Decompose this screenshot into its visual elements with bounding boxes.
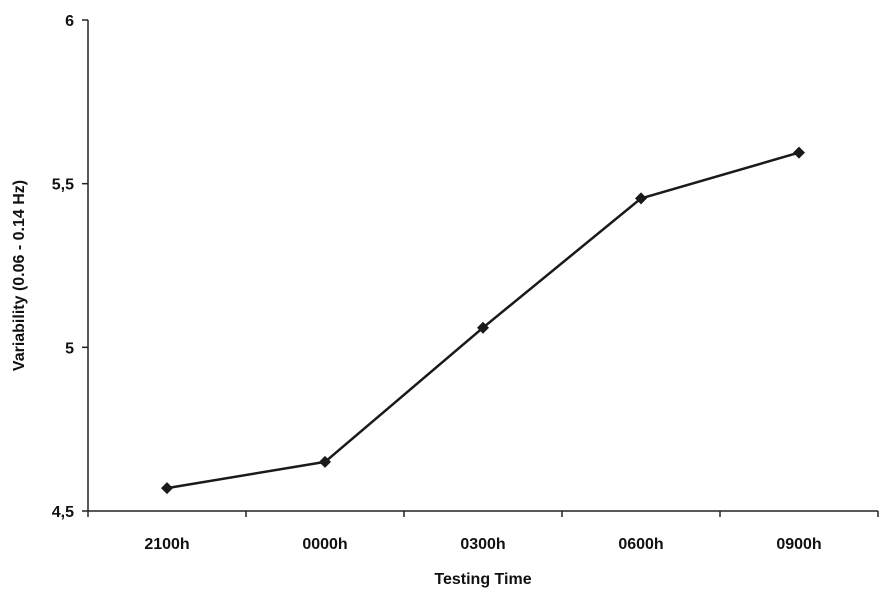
y-tick-label: 6 xyxy=(65,13,74,30)
data-series xyxy=(161,146,805,495)
axes xyxy=(82,19,879,517)
x-tick-label: 2100h xyxy=(144,536,189,553)
y-tick-label: 5 xyxy=(65,340,74,357)
data-point-marker xyxy=(793,146,805,159)
data-point-marker xyxy=(477,321,489,334)
data-point-marker xyxy=(161,482,173,495)
series-line xyxy=(166,151,800,490)
data-point-marker xyxy=(635,192,647,205)
data-point-marker xyxy=(319,455,331,468)
x-tick-label: 0900h xyxy=(776,536,821,553)
x-tick-label: 0600h xyxy=(618,536,663,553)
y-tick-label: 5,5 xyxy=(52,177,74,194)
y-axis-title: Variability (0.06 - 0.14 Hz) xyxy=(11,180,28,371)
y-tick-label: 4,5 xyxy=(52,504,74,521)
x-tick-label: 0300h xyxy=(460,536,505,553)
x-tick-label: 0000h xyxy=(302,536,347,553)
x-axis-title: Testing Time xyxy=(434,571,531,588)
tick-labels: 4,5 5 5,5 6 2100h 0000h 0300h 0600h 0900h xyxy=(52,13,822,553)
